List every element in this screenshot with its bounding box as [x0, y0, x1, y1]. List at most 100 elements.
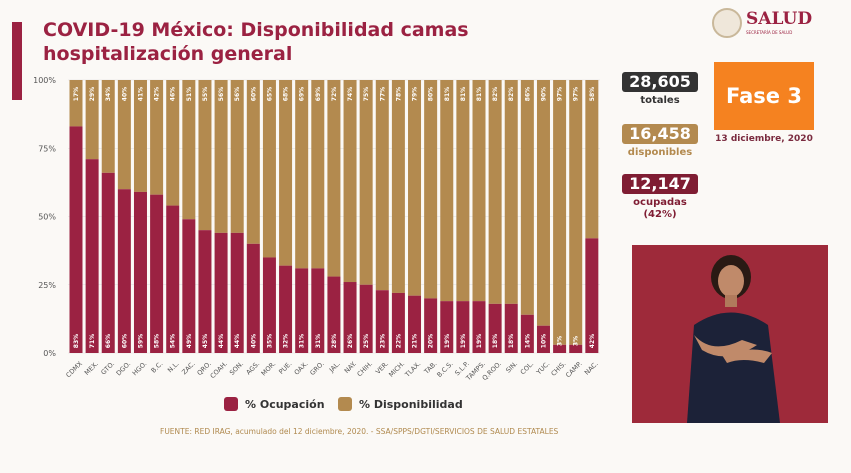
bar-occupation	[101, 172, 115, 353]
y-tick-label: 50%	[38, 213, 56, 222]
title-accent-bar	[12, 22, 22, 100]
bar-occupation	[359, 284, 373, 353]
bar-occupation	[85, 159, 99, 353]
x-tick-label: SON.	[228, 360, 245, 377]
data-label-occupation: 3%	[573, 336, 580, 346]
bar-availability	[520, 80, 534, 315]
bar-occupation	[117, 189, 131, 353]
data-label-occupation: 66%	[105, 334, 112, 348]
data-label-availability: 90%	[540, 87, 547, 101]
x-tick-label: COL.	[519, 360, 536, 377]
data-label-availability: 60%	[250, 87, 257, 101]
data-label-availability: 34%	[105, 87, 112, 101]
bar-availability	[101, 80, 115, 173]
data-label-occupation: 49%	[186, 334, 193, 348]
sign-language-video	[632, 245, 828, 423]
data-label-occupation: 40%	[250, 334, 257, 348]
data-label-occupation: 22%	[395, 334, 402, 348]
bar-availability	[472, 80, 486, 302]
bar-availability	[69, 80, 83, 127]
bar-availability	[391, 80, 405, 293]
x-tick-label: GTO.	[99, 360, 116, 377]
data-label-occupation: 44%	[234, 334, 241, 348]
total-value: 28,605	[622, 72, 698, 92]
data-label-availability: 97%	[557, 87, 564, 101]
stat-occupied: 12,147 ocupadas (42%)	[622, 174, 698, 221]
data-label-availability: 81%	[444, 87, 451, 101]
data-label-occupation: 31%	[299, 334, 306, 348]
data-label-occupation: 25%	[363, 334, 370, 348]
bar-availability	[166, 80, 180, 206]
data-label-occupation: 71%	[89, 334, 96, 348]
bar-occupation	[569, 344, 583, 353]
bar-occupation	[472, 301, 486, 353]
bar-availability	[343, 80, 357, 283]
bar-occupation	[295, 268, 309, 353]
bar-availability	[246, 80, 260, 244]
bar-occupation	[343, 282, 357, 353]
available-value: 16,458	[622, 124, 698, 144]
x-tick-label: HGO.	[131, 360, 149, 378]
bar-availability	[182, 80, 196, 220]
salud-logo: SALUD SECRETARÍA DE SALUD	[712, 8, 812, 38]
data-label-occupation: 60%	[121, 334, 128, 348]
data-label-availability: 55%	[202, 87, 209, 101]
data-label-availability: 69%	[315, 87, 322, 101]
data-label-availability: 81%	[476, 87, 483, 101]
data-label-occupation: 45%	[202, 334, 209, 348]
data-label-availability: 72%	[331, 87, 338, 101]
data-label-availability: 86%	[524, 87, 531, 101]
data-label-occupation: 10%	[540, 334, 547, 348]
x-tick-label: TLAX.	[403, 360, 423, 380]
bar-occupation	[69, 126, 83, 353]
data-label-occupation: 58%	[154, 334, 161, 348]
legend-label: % Ocupación	[245, 397, 325, 411]
logo-subtitle: SECRETARÍA DE SALUD	[746, 30, 793, 35]
bar-occupation	[279, 265, 293, 353]
data-label-occupation: 35%	[266, 334, 273, 348]
bar-availability	[85, 80, 99, 160]
data-label-availability: 56%	[218, 87, 225, 101]
x-tick-label: CDMX	[64, 359, 84, 379]
x-tick-label: COAH.	[209, 360, 229, 380]
x-tick-label: YUC.	[534, 360, 551, 377]
bar-occupation	[327, 276, 341, 353]
data-label-availability: 42%	[154, 87, 161, 101]
legend-swatch	[338, 397, 352, 411]
x-tick-label: AGS.	[245, 360, 262, 377]
bar-occupation	[488, 303, 502, 353]
data-label-occupation: 20%	[428, 334, 435, 348]
data-label-occupation: 42%	[589, 334, 596, 348]
bar-occupation	[182, 219, 196, 353]
occupied-label: ocupadas	[633, 197, 687, 208]
logo-text: SALUD	[746, 9, 813, 29]
bar-occupation	[262, 257, 276, 353]
stat-available: 16,458 disponibles	[622, 124, 698, 159]
bar-availability	[424, 80, 438, 299]
data-label-availability: 46%	[170, 87, 177, 101]
data-label-occupation: 23%	[379, 334, 386, 348]
x-tick-label: JAL.	[327, 360, 342, 375]
bar-availability	[440, 80, 454, 302]
bar-occupation	[214, 232, 228, 353]
x-tick-label: DGO.	[115, 360, 133, 378]
bar-occupation	[198, 230, 212, 353]
x-tick-label: CAMP.	[564, 360, 584, 380]
stat-total: 28,605 totales	[622, 72, 698, 107]
x-tick-label: N.L.	[166, 360, 181, 375]
bar-availability	[569, 80, 583, 345]
bar-availability	[375, 80, 389, 291]
x-tick-label: NAC.	[583, 360, 600, 377]
data-label-occupation: 3%	[557, 336, 564, 346]
data-label-availability: 68%	[283, 87, 290, 101]
data-label-availability: 17%	[73, 87, 80, 101]
data-label-availability: 56%	[234, 87, 241, 101]
data-label-availability: 41%	[137, 87, 144, 101]
data-label-availability: 82%	[508, 87, 515, 101]
bar-occupation	[246, 243, 260, 353]
total-label: totales	[640, 95, 680, 106]
x-tick-label: B.C.	[150, 360, 165, 375]
bar-occupation	[150, 194, 164, 353]
y-tick-label: 100%	[33, 76, 56, 85]
interpreter-figure	[687, 255, 780, 423]
